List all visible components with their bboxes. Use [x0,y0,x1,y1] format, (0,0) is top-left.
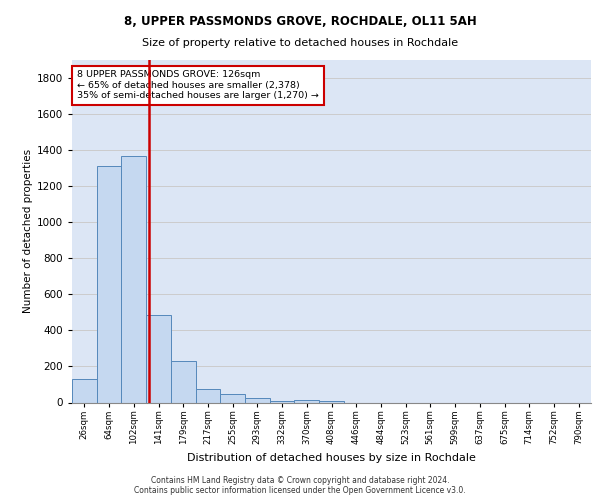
X-axis label: Distribution of detached houses by size in Rochdale: Distribution of detached houses by size … [187,452,476,462]
Bar [171,361,196,403]
Text: 8 UPPER PASSMONDS GROVE: 126sqm
← 65% of detached houses are smaller (2,378)
35%: 8 UPPER PASSMONDS GROVE: 126sqm ← 65% of… [77,70,319,100]
Bar [220,394,245,402]
Bar [121,156,146,402]
Bar [245,398,270,402]
Text: 8, UPPER PASSMONDS GROVE, ROCHDALE, OL11 5AH: 8, UPPER PASSMONDS GROVE, ROCHDALE, OL11… [124,15,476,28]
Text: Size of property relative to detached houses in Rochdale: Size of property relative to detached ho… [142,38,458,48]
Bar [295,400,319,402]
Y-axis label: Number of detached properties: Number of detached properties [23,149,32,314]
Bar [72,379,97,402]
Bar [97,166,121,402]
Bar [270,400,295,402]
Bar [319,400,344,402]
Bar [196,389,220,402]
Bar [146,315,171,402]
Text: Contains HM Land Registry data © Crown copyright and database right 2024.
Contai: Contains HM Land Registry data © Crown c… [134,476,466,495]
